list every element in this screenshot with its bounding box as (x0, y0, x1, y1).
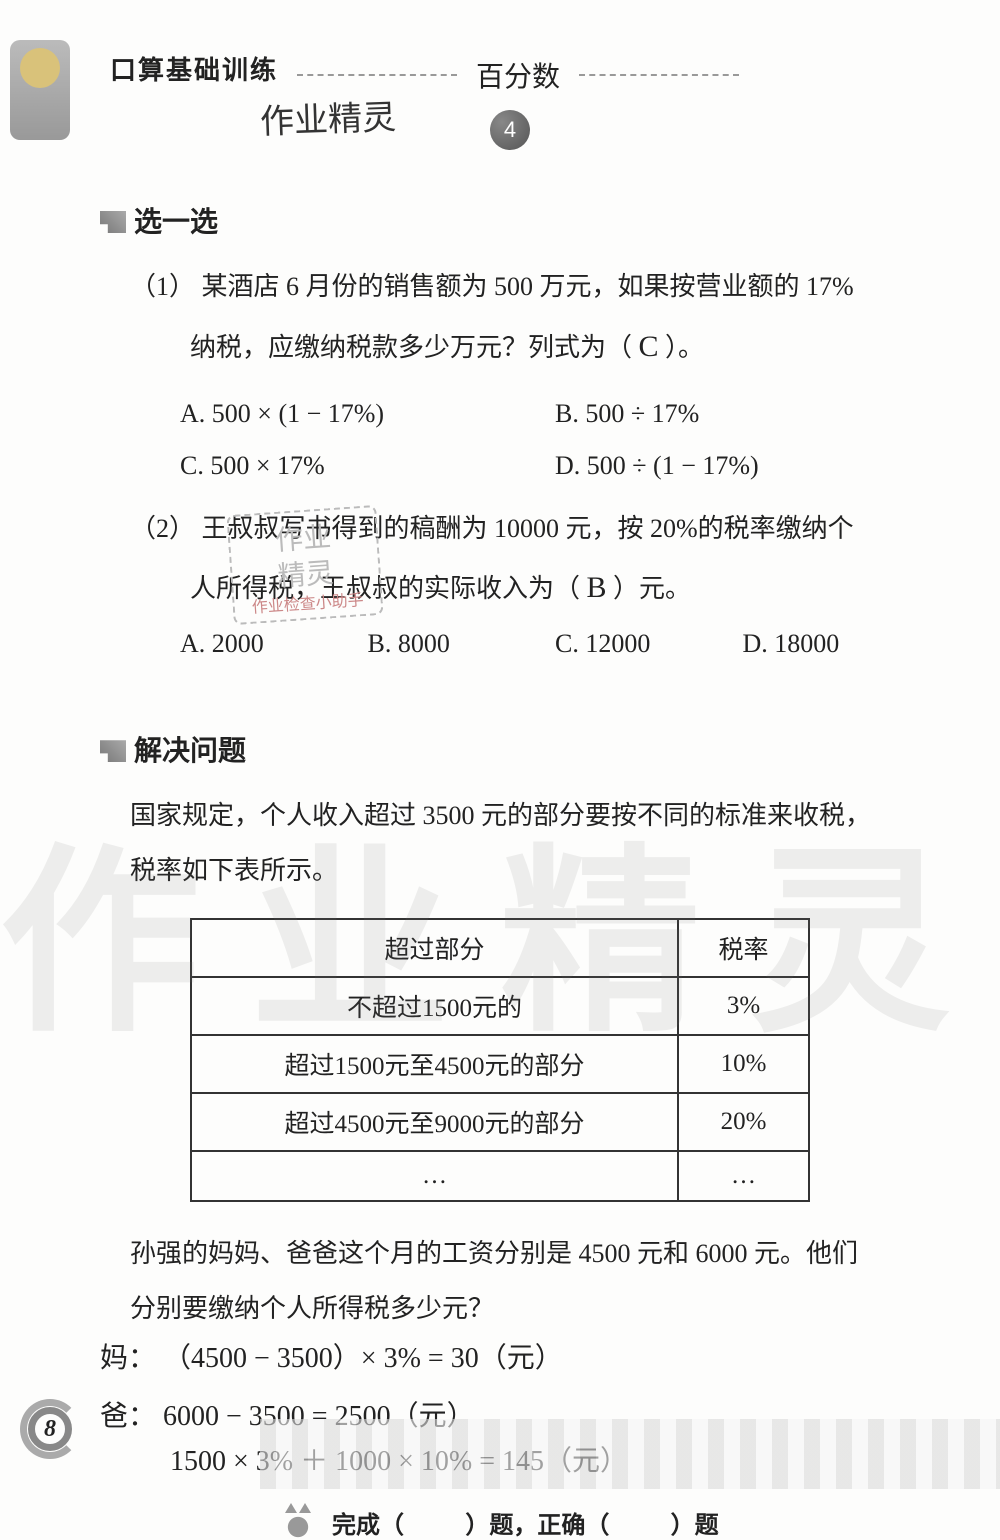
col-excess: 超过部分 (191, 919, 678, 977)
solve-intro-b: 税率如下表所示。 (130, 844, 920, 899)
page-header: 口算基础训练 百分数 作业精灵 4 (110, 50, 930, 160)
q1-options: A. 500 × (1 − 17%) B. 500 ÷ 17% C. 500 ×… (180, 388, 930, 492)
q1-number: （1） (130, 272, 195, 301)
col-rate: 税率 (678, 919, 809, 977)
page-number-badge: 8 (20, 1399, 80, 1459)
cat-icon (281, 1509, 315, 1539)
q2-optC: C. 12000 (555, 629, 743, 659)
q1-text-a: 某酒店 6 月份的销售额为 500 万元，如果按营业额的 17% (202, 272, 854, 301)
series-title: 口算基础训练 (110, 50, 278, 87)
dad-label: 爸： (100, 1401, 156, 1432)
cell: 超过4500元至9000元的部分 (191, 1093, 678, 1151)
section-heading-solve: 解决问题 (100, 729, 930, 769)
table-row: 超过4500元至9000元的部分 20% (191, 1093, 809, 1151)
footer-blank2[interactable] (616, 1512, 664, 1539)
cell: 10% (678, 1035, 809, 1093)
section-heading-choose: 选一选 (100, 200, 930, 240)
table-row: … … (191, 1151, 809, 1201)
mom-line: 妈： （4500 − 3500）× 3% = 30（元） (100, 1337, 930, 1382)
q2-optD: D. 18000 (743, 629, 931, 659)
cell: 3% (678, 977, 809, 1035)
cell: … (678, 1151, 809, 1201)
table-header-row: 超过部分 税率 (191, 919, 809, 977)
q2-text-c: ）元。 (613, 574, 691, 603)
tax-table: 超过部分 税率 不超过1500元的 3% 超过1500元至4500元的部分 10… (190, 918, 810, 1202)
q1-optC: C. 500 × 17% (180, 440, 555, 492)
page-number: 8 (20, 1399, 80, 1459)
dash-left (297, 74, 457, 76)
q1-optD: D. 500 ÷ (1 − 17%) (555, 440, 930, 492)
footer-c: ）题 (671, 1512, 719, 1539)
worksheet-page: 口算基础训练 百分数 作业精灵 4 选一选 （1） 某酒店 6 月份的销售额为 … (0, 0, 1000, 1489)
mom-expr: （4500 − 3500）× 3% = 30（元） (163, 1343, 563, 1374)
q2-optA: A. 2000 (180, 629, 368, 659)
cell: 超过1500元至4500元的部分 (191, 1035, 678, 1093)
footer-stripes (260, 1419, 1000, 1489)
solve-tail-a: 孙强的妈妈、爸爸这个月的工资分别是 4500 元和 6000 元。他们 (130, 1227, 920, 1282)
q1-text-b: 纳税，应缴纳税款多少万元？列式为（ (190, 333, 632, 362)
chapter-title: 百分数 (476, 55, 560, 95)
watermark-card: 作业 精灵 作业检查小助手 (226, 505, 383, 625)
solve-tail-b: 分别要缴纳个人所得税多少元？ (130, 1282, 920, 1337)
mom-label: 妈： (100, 1343, 156, 1374)
footer-a: 完成（ (332, 1512, 404, 1539)
q1-answer: C (639, 330, 659, 363)
solve-intro-a: 国家规定，个人收入超过 3500 元的部分要按不同的标准来收税， (130, 789, 920, 844)
table-row: 超过1500元至4500元的部分 10% (191, 1035, 809, 1093)
lesson-badge: 4 (490, 110, 530, 150)
q1-line2: 纳税，应缴纳税款多少万元？列式为（ C ）。 (190, 315, 920, 378)
q2-optB: B. 8000 (368, 629, 556, 659)
q1-text-c: ）。 (665, 333, 704, 362)
footer-b: ）题，正确（ (465, 1512, 609, 1539)
table-row: 不超过1500元的 3% (191, 977, 809, 1035)
owl-icon (10, 40, 70, 140)
q2-number: （2） (130, 514, 195, 543)
q1-line1: （1） 某酒店 6 月份的销售额为 500 万元，如果按营业额的 17% (130, 260, 920, 315)
q1-optA: A. 500 × (1 − 17%) (180, 388, 555, 440)
dash-right (579, 74, 739, 76)
q2-answer: B (587, 571, 607, 604)
footer-blank1[interactable] (411, 1512, 459, 1539)
cell: 20% (678, 1093, 809, 1151)
cell: 不超过1500元的 (191, 977, 678, 1035)
q2-options: A. 2000 B. 8000 C. 12000 D. 18000 (180, 629, 930, 659)
q1-optB: B. 500 ÷ 17% (555, 388, 930, 440)
score-footer: 完成（ ）题，正确（ ）题 (70, 1505, 930, 1540)
handwritten-subtitle: 作业精灵 (259, 90, 397, 144)
cell: … (191, 1151, 678, 1201)
